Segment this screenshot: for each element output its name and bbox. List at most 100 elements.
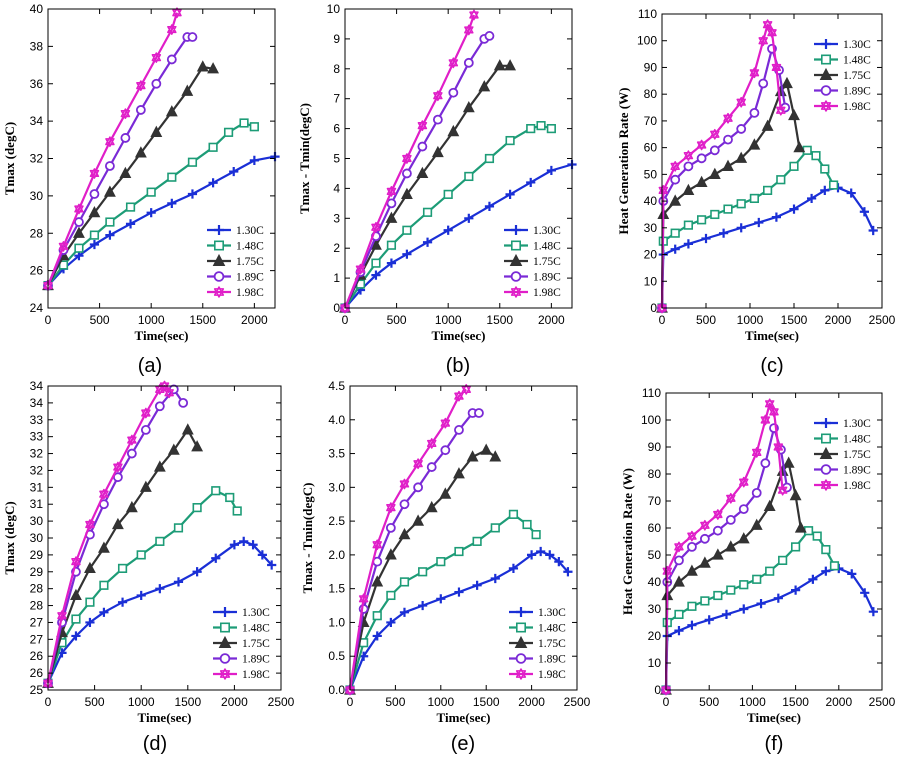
x-tick-label: 500 bbox=[85, 695, 105, 709]
chart-f-series bbox=[660, 398, 878, 696]
circle-marker bbox=[738, 504, 749, 515]
plus-marker bbox=[422, 237, 433, 247]
circle-marker bbox=[463, 57, 474, 68]
plus-marker bbox=[248, 540, 258, 550]
chart-c: 0 500 1000 1500 2000 2500 0 10 20 30 40 50 60 70 80 90 1… bbox=[616, 7, 896, 377]
y-tick-label: 20 bbox=[644, 248, 658, 262]
square-marker bbox=[515, 622, 526, 633]
triangle-marker bbox=[819, 446, 833, 459]
chart-c-x-axis-title: Time(sec) bbox=[745, 328, 799, 343]
series-markers-1.48C bbox=[43, 486, 242, 688]
triangle-marker bbox=[504, 59, 517, 71]
square-marker bbox=[136, 550, 146, 560]
circle-marker bbox=[385, 522, 396, 533]
circle-marker bbox=[670, 174, 681, 185]
star-marker bbox=[159, 380, 170, 392]
legend-label-1.75C: 1.75C bbox=[843, 70, 871, 82]
series-markers-1.98C bbox=[345, 384, 471, 696]
series-markers-1.30C bbox=[345, 546, 573, 695]
triangle-marker bbox=[103, 185, 116, 197]
square-marker bbox=[371, 258, 381, 268]
square-marker bbox=[739, 580, 749, 590]
legend-label-1.89C: 1.89C bbox=[242, 654, 270, 666]
circle-marker bbox=[749, 107, 760, 118]
plus-marker bbox=[211, 553, 221, 563]
circle-marker bbox=[213, 271, 225, 282]
x-tick-label: 500 bbox=[387, 313, 407, 327]
series-markers-1.98C bbox=[43, 380, 174, 689]
chart-a-y-axis-title: Tmax (degC) bbox=[2, 122, 17, 195]
square-marker bbox=[790, 542, 801, 552]
legend-label-1.98C: 1.98C bbox=[843, 101, 871, 113]
star-marker bbox=[433, 90, 443, 102]
triangle-marker bbox=[111, 517, 124, 530]
plus-marker bbox=[674, 626, 684, 636]
legend-label-1.89C: 1.89C bbox=[843, 465, 871, 477]
star-marker bbox=[99, 488, 109, 500]
square-marker bbox=[820, 164, 830, 174]
x-tick-label: 1500 bbox=[473, 695, 500, 709]
plus-marker bbox=[860, 588, 870, 598]
chart-c-panel-label: (c) bbox=[760, 355, 783, 377]
chart-b-panel-label: (b) bbox=[446, 355, 470, 377]
x-tick-label: 1500 bbox=[174, 695, 201, 709]
y-tick-label: 6 bbox=[333, 122, 340, 136]
y-tick-label: 4.5 bbox=[328, 379, 345, 393]
square-marker bbox=[696, 215, 707, 225]
y-tick-label: 90 bbox=[644, 60, 658, 74]
series-line-1.98C bbox=[46, 12, 179, 287]
plus-marker bbox=[372, 631, 382, 641]
y-tick-label: 4.0 bbox=[328, 413, 345, 427]
plus-marker bbox=[704, 615, 714, 625]
star-marker bbox=[769, 406, 779, 418]
square-marker bbox=[249, 122, 259, 132]
triangle-marker bbox=[735, 151, 748, 163]
legend-label-1.89C: 1.89C bbox=[538, 654, 566, 666]
star-marker bbox=[105, 136, 115, 148]
star-marker bbox=[700, 519, 710, 531]
triangle-marker bbox=[139, 480, 152, 492]
circle-marker bbox=[515, 653, 527, 664]
y-tick-label: 28 bbox=[30, 599, 44, 613]
plus-marker bbox=[546, 165, 556, 176]
star-marker bbox=[771, 62, 782, 73]
y-tick-label: 27 bbox=[30, 615, 44, 629]
triangle-marker bbox=[400, 187, 413, 199]
plus-marker bbox=[736, 223, 746, 233]
x-tick-label: 0 bbox=[45, 695, 52, 709]
star-marker bbox=[120, 108, 131, 119]
square-marker bbox=[372, 611, 382, 621]
square-marker bbox=[683, 220, 693, 230]
star-marker bbox=[662, 565, 673, 577]
triangle-marker bbox=[212, 253, 226, 266]
circle-marker bbox=[432, 114, 443, 125]
square-marker bbox=[167, 172, 177, 182]
plus-marker bbox=[821, 39, 831, 49]
triangle-marker bbox=[761, 119, 774, 131]
circle-marker bbox=[402, 168, 412, 179]
y-tick-label: 90 bbox=[648, 440, 662, 454]
plus-marker bbox=[167, 198, 177, 208]
triangle-marker bbox=[782, 456, 795, 468]
star-marker bbox=[710, 128, 720, 140]
square-marker bbox=[89, 230, 100, 240]
triangle-marker bbox=[781, 76, 793, 89]
plus-marker bbox=[386, 258, 397, 268]
triangle-marker bbox=[478, 80, 491, 92]
triangle-marker bbox=[153, 460, 166, 472]
square-marker bbox=[99, 580, 109, 590]
plus-marker bbox=[511, 225, 521, 235]
series-markers-1.48C bbox=[657, 145, 839, 313]
square-marker bbox=[71, 614, 81, 624]
triangle-marker bbox=[73, 226, 85, 238]
chart-f: 0 500 1000 1500 2000 2500 0 10 20 30 40 50 60 70 80 90 1… bbox=[620, 386, 896, 755]
star-marker bbox=[58, 240, 69, 252]
star-marker bbox=[426, 438, 437, 449]
y-tick-label: 1.5 bbox=[328, 582, 345, 596]
triangle-marker bbox=[181, 84, 194, 96]
y-tick-label: 100 bbox=[641, 413, 661, 427]
plus-marker bbox=[536, 546, 546, 557]
chart-b: 0 500 1000 1500 2000 0 1 2 3 4 5 6 7 8 9 10 Time(sec) Tma… bbox=[297, 2, 577, 377]
y-tick-label: 110 bbox=[642, 386, 661, 400]
